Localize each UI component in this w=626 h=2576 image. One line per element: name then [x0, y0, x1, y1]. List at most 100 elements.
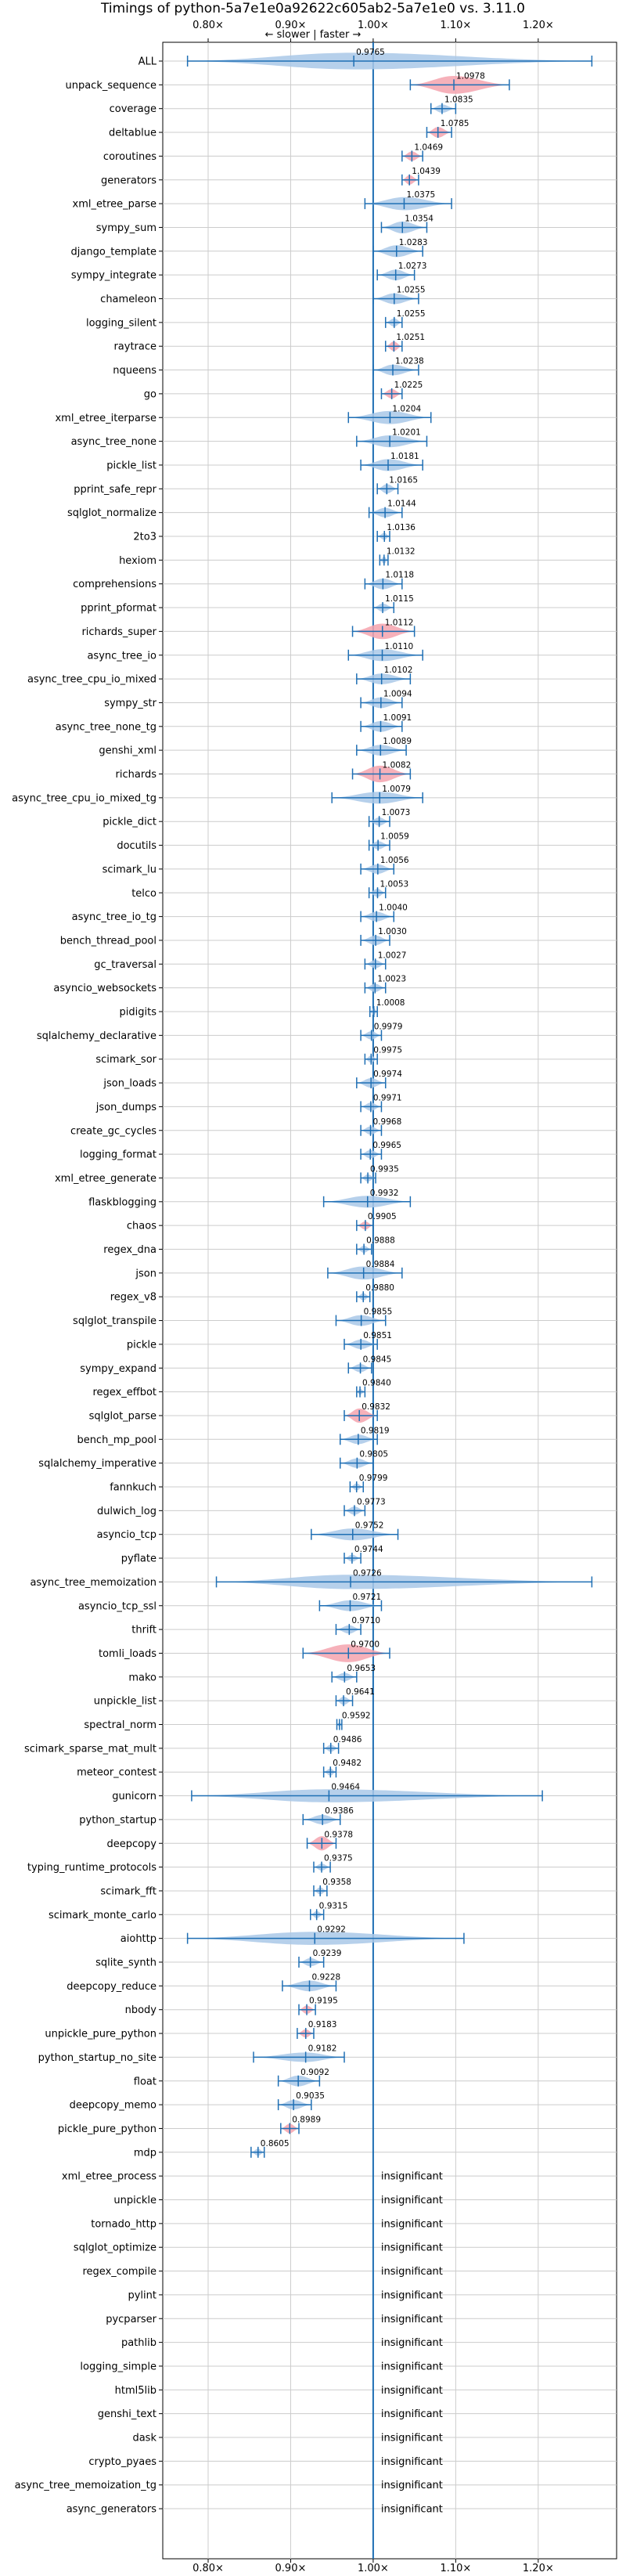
median-value-label: 0.9880 [365, 1283, 394, 1293]
x-tick-label-bottom: 0.90× [275, 2563, 307, 2574]
benchmark-label: regex_compile [82, 2266, 156, 2278]
benchmark-label: xml_etree_iterparse [55, 413, 156, 424]
median-value-label: 0.9726 [353, 1568, 382, 1578]
median-value-label: 0.9819 [361, 1426, 390, 1435]
median-value-label: 0.9378 [324, 1830, 353, 1839]
benchmark-label: sympy_expand [80, 1363, 156, 1375]
benchmark-label: chaos [127, 1221, 156, 1232]
median-value-label: 1.0008 [376, 998, 405, 1008]
benchmark-label: flaskblogging [88, 1196, 156, 1208]
benchmark-label: xml_etree_generate [55, 1173, 156, 1185]
labels-layer: ALL 0.9765 unpack_sequence 1.0978 coverage 1.… [12, 48, 485, 2516]
benchmark-label: async_tree_cpu_io_mixed_tg [12, 792, 156, 804]
benchmark-label: dask [132, 2433, 156, 2444]
benchmark-label: sqlglot_parse [89, 1410, 156, 1422]
median-value-label: 0.9855 [364, 1308, 393, 1317]
benchmark-label: python_startup [79, 1814, 156, 1826]
median-value-label: 0.9773 [357, 1497, 386, 1506]
benchmark-label: json_loads [103, 1078, 156, 1090]
median-value-label: 0.9700 [351, 1640, 380, 1649]
median-value-label: 0.9840 [362, 1379, 391, 1388]
benchmark-label: logging_silent [86, 317, 156, 329]
median-value-label: 1.0079 [382, 785, 411, 794]
median-value-label: 1.0102 [384, 666, 413, 675]
median-value-label: 0.9744 [354, 1545, 383, 1554]
violins-layer [186, 52, 593, 2158]
benchmark-label: json_dumps [95, 1102, 156, 1113]
median-value-label: 0.9968 [373, 1117, 402, 1127]
median-value-label: 1.0835 [444, 96, 473, 105]
benchmark-label: pickle_pure_python [58, 2123, 156, 2135]
benchmark-label: bench_thread_pool [60, 935, 156, 947]
benchmark-label: chameleon [100, 294, 156, 305]
median-value-label: 1.0225 [394, 381, 423, 390]
benchmark-label: aiohttp [121, 1933, 156, 1945]
median-value-label: 0.9710 [351, 1616, 380, 1625]
benchmark-label: sqlglot_normalize [67, 507, 156, 519]
benchmark-label: float [134, 2076, 156, 2087]
benchmark-label: create_gc_cycles [70, 1125, 156, 1137]
median-value-label: 0.9971 [373, 1093, 402, 1102]
median-value-label: 1.0132 [387, 547, 416, 556]
median-value-label: 0.8989 [292, 2115, 321, 2124]
insignificant-label: insignificant [381, 2171, 443, 2183]
median-value-label: 1.0375 [406, 190, 435, 200]
benchmark-label: crypto_pyaes [88, 2456, 156, 2468]
benchmark-label: pprint_safe_repr [74, 484, 156, 496]
benchmark-label: pickle [127, 1339, 156, 1351]
benchmark-label: regex_effbot [92, 1387, 156, 1398]
benchmark-label: unpickle_pure_python [45, 2029, 156, 2040]
insignificant-label: insignificant [381, 2408, 443, 2420]
benchmark-label: ALL [139, 56, 157, 68]
benchmark-label: docutils [117, 840, 156, 852]
benchmark-label: scimark_sor [95, 1054, 156, 1066]
median-value-label: 1.0053 [380, 879, 408, 889]
median-value-label: 0.9932 [370, 1189, 399, 1198]
benchmark-label: scimark_monte_carlo [49, 1910, 156, 1921]
median-value-label: 0.9292 [317, 1925, 346, 1935]
median-value-label: 0.9482 [333, 1759, 362, 1768]
median-value-label: 0.9975 [373, 1046, 402, 1055]
median-value-label: 0.9183 [308, 2020, 337, 2029]
median-value-label: 0.9195 [309, 1997, 338, 2006]
benchmark-label: fannkuch [110, 1482, 156, 1494]
benchmark-label: django_template [71, 246, 156, 258]
benchmark-label: sqlite_synth [95, 1957, 156, 1969]
median-value-label: 0.9799 [359, 1474, 388, 1483]
median-value-label: 0.9905 [368, 1212, 397, 1221]
median-value-label: 1.0073 [382, 808, 411, 817]
median-value-label: 1.0082 [383, 761, 412, 770]
benchmark-label: xml_etree_parse [73, 199, 156, 211]
benchmark-label: regex_dna [103, 1244, 156, 1256]
benchmark-label: unpickle_list [94, 1696, 156, 1708]
benchmark-label: nbody [125, 2004, 157, 2016]
x-tick-label-top: 1.20× [523, 20, 554, 31]
benchmark-label: pathlib [121, 2337, 156, 2349]
median-value-label: 0.9092 [300, 2068, 329, 2077]
x-tick-label-top: 1.00× [358, 20, 389, 31]
benchmark-label: telco [131, 888, 156, 900]
chart-title: Timings of python-5a7e1e0a92622c605ab2-5… [100, 1, 525, 16]
benchmark-label: pylint [128, 2289, 156, 2301]
median-value-label: 0.8605 [261, 2139, 290, 2148]
x-tick-label-bottom: 1.00× [358, 2563, 389, 2574]
benchmark-label: unpack_sequence [65, 80, 156, 92]
median-value-label: 1.0273 [398, 262, 427, 271]
median-value-label: 0.9035 [296, 2091, 325, 2101]
insignificant-label: insignificant [381, 2433, 443, 2444]
median-value-label: 0.9464 [331, 1783, 360, 1792]
median-value-label: 0.9884 [366, 1260, 395, 1269]
benchmark-label: logging_format [80, 1149, 156, 1161]
benchmark-label: json [135, 1268, 156, 1279]
x-tick-label-top: 1.10× [440, 20, 471, 31]
x-tick-label-top: 0.80× [192, 20, 224, 31]
benchmark-label: deepcopy_memo [70, 2100, 156, 2112]
benchmark-label: async_tree_memoization_tg [15, 2480, 156, 2491]
benchmark-label: comprehensions [73, 579, 156, 590]
median-value-label: 1.0165 [389, 475, 418, 485]
median-value-label: 0.9228 [311, 1972, 340, 1982]
median-value-label: 1.0136 [387, 523, 416, 532]
benchmark-label: html5lib [115, 2385, 156, 2397]
median-value-label: 0.9752 [355, 1521, 384, 1531]
